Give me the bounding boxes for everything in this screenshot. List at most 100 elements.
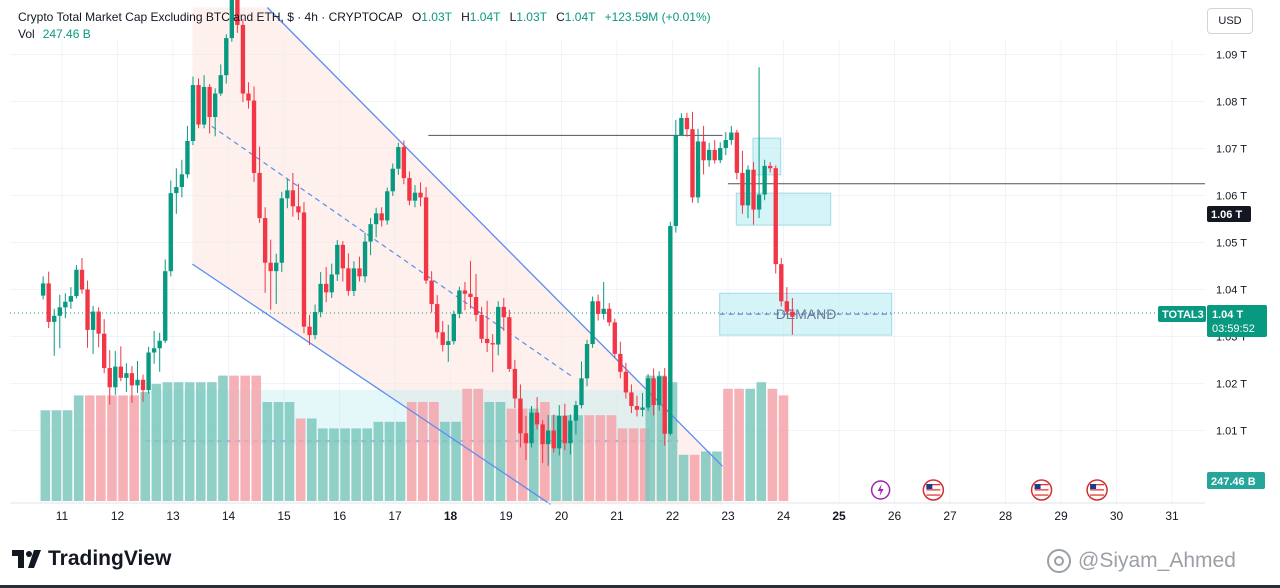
bottom-border: [0, 585, 1280, 588]
volume-bar: [229, 375, 239, 501]
volume-bar: [240, 375, 250, 501]
candle-body: [562, 415, 568, 444]
candle-body: [551, 430, 556, 449]
candle: [140, 374, 146, 402]
volume-bar: [451, 421, 461, 501]
candle-body: [695, 141, 701, 198]
candle: [551, 414, 556, 453]
lightning-icon[interactable]: [870, 480, 891, 500]
candle: [185, 125, 190, 179]
candle: [684, 112, 690, 137]
volume-bar: [151, 383, 162, 501]
last-price-label: 1.04 T 03:59:52: [1207, 305, 1267, 337]
candle: [190, 76, 196, 146]
candle-body: [179, 174, 185, 188]
candle-body: [657, 376, 662, 406]
currency-button[interactable]: USD: [1207, 8, 1253, 34]
channel-lower-line: [192, 263, 551, 505]
volume-bar: [362, 428, 373, 501]
y-tick-label: 1.06 T: [1216, 191, 1247, 203]
candle: [629, 384, 634, 414]
flag-stripe: [1034, 484, 1049, 486]
volume-bar: [318, 428, 328, 501]
flag-stripe: [1034, 489, 1049, 491]
candle-body: [274, 262, 279, 272]
candle-body: [734, 132, 740, 173]
candle: [351, 261, 357, 297]
flag-stripe: [926, 489, 941, 491]
us-flag-icon[interactable]: [1030, 479, 1053, 501]
candle-body: [523, 433, 529, 444]
candle: [168, 180, 173, 277]
candle-body: [285, 190, 290, 199]
candle: [651, 368, 656, 416]
candle: [579, 361, 584, 409]
candle: [85, 280, 90, 348]
volume-legend: Vol 247.46 B: [18, 27, 91, 41]
volume-bar: [645, 375, 656, 501]
watermark-text: @Siyam_Ahmed: [1078, 549, 1236, 572]
volume-bar: [40, 410, 51, 501]
candle: [296, 183, 301, 220]
candle-body: [96, 311, 101, 334]
candle: [457, 286, 462, 319]
candle-body: [346, 268, 351, 291]
candle: [768, 162, 773, 173]
candle: [285, 179, 290, 209]
candle: [762, 159, 767, 201]
candle-body: [701, 141, 706, 161]
candle: [218, 64, 223, 96]
candle: [740, 150, 745, 214]
candle-body: [601, 308, 606, 314]
candle: [562, 403, 568, 451]
candle-body: [418, 192, 423, 198]
volume-bar: [62, 410, 73, 501]
candle: [279, 191, 284, 273]
candle-body: [246, 93, 251, 101]
candle: [229, 0, 235, 42]
volume-bar: [262, 402, 273, 501]
x-tick-label: 11: [56, 509, 69, 523]
tradingview-logo[interactable]: TradingView: [12, 547, 171, 571]
candle-body: [351, 268, 357, 291]
candle-body: [412, 192, 418, 201]
candle-body: [129, 373, 135, 386]
candle-body: [379, 213, 384, 221]
open-label: O: [411, 10, 422, 24]
candle-body: [196, 85, 201, 125]
candle-body: [640, 407, 645, 410]
candle-body: [135, 379, 140, 386]
candle: [312, 304, 318, 340]
candle: [706, 142, 712, 167]
candle: [623, 362, 629, 399]
volume-bar: [84, 395, 95, 501]
us-flag-icon[interactable]: [922, 479, 945, 501]
candle-body: [46, 283, 51, 322]
candle-body: [690, 129, 695, 198]
flag-stripe: [1034, 486, 1049, 488]
flag-stripe: [1090, 489, 1105, 491]
x-tick-label: 13: [166, 509, 180, 523]
volume-bar: [562, 415, 572, 501]
candle-body: [63, 301, 68, 308]
us-flag-icon[interactable]: [1086, 479, 1108, 501]
candle: [90, 305, 96, 354]
candle-body: [324, 283, 329, 293]
y-tick-label: 1.05 T: [1216, 238, 1247, 250]
candle: [335, 240, 340, 282]
candle: [135, 360, 140, 393]
candle: [129, 366, 135, 403]
volume-bar: [745, 388, 755, 501]
candle: [701, 125, 706, 175]
flag-canton: [926, 484, 933, 489]
x-tick-label: 19: [499, 509, 513, 523]
candle-body: [40, 283, 46, 296]
candle: [307, 314, 312, 345]
candle: [151, 330, 157, 364]
candle-body: [679, 117, 684, 136]
candle: [373, 207, 379, 238]
volume-bar: [517, 408, 528, 501]
candle-body: [773, 168, 778, 265]
candle-body: [151, 348, 157, 353]
